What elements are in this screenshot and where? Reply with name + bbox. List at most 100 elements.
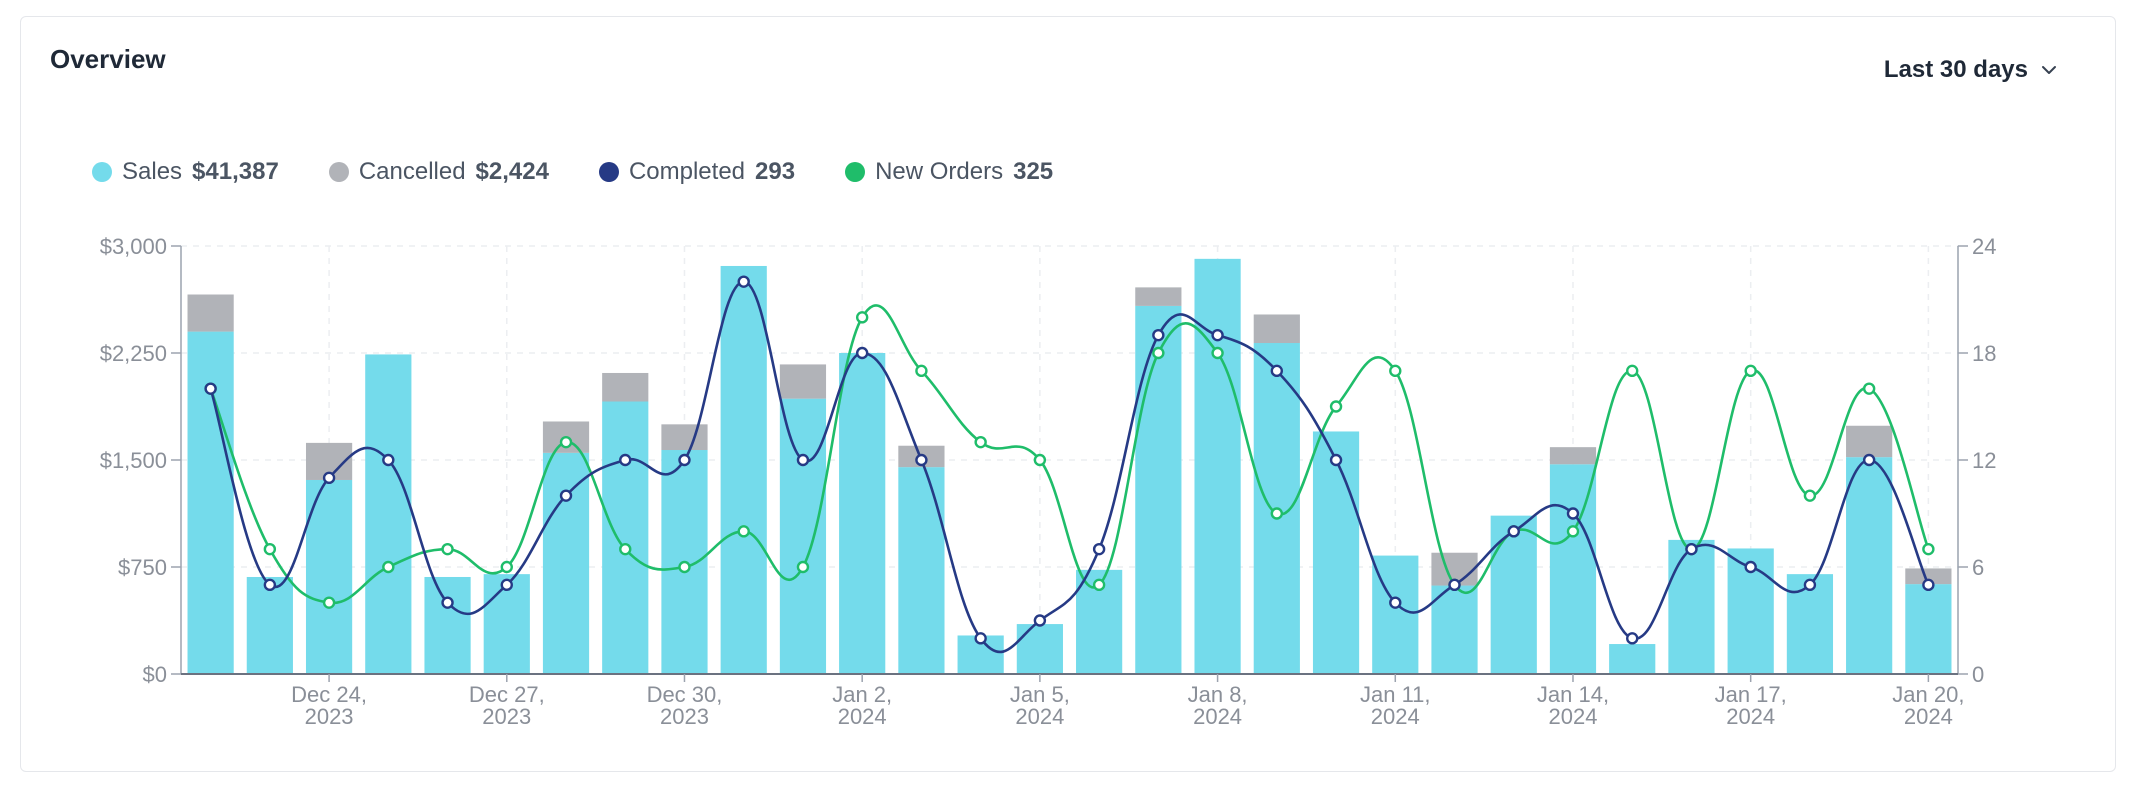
point-new-orders [441,542,454,556]
bar-sales [779,398,827,674]
point-new-orders [1329,400,1343,413]
y-tick-label-right: 24 [1972,234,1996,259]
bar-cancelled [1905,568,1952,585]
date-range-label: Last 30 days [1883,56,2028,83]
bar-cancelled [187,294,234,332]
x-tick-label-year: 2023 [660,704,709,729]
bar-cancelled [602,372,649,402]
chevron-down-icon [2042,66,2056,74]
y-tick-label-right: 18 [1972,341,1996,366]
bar-sales [1490,515,1537,674]
bar-sales [1135,305,1182,674]
point-new-orders [1033,453,1047,467]
x-tick-label: Jan 20, [1892,682,1964,707]
bar-sales [1016,624,1063,674]
x-tick-label: Jan 8, [1188,682,1248,707]
y-tick-label-left: $2,250 [100,341,167,366]
x-tick-label: Jan 5, [1010,682,1070,707]
bar-sales [1431,585,1478,674]
legend-dot-new-orders [845,162,866,182]
point-completed [1507,525,1520,538]
bar-sales [246,576,293,674]
x-tick-label-year: 2024 [1549,704,1598,729]
point-completed [1389,596,1402,609]
point-completed [1033,614,1047,627]
point-new-orders [500,560,513,574]
bar-sales [1905,584,1952,674]
point-completed [559,489,573,502]
point-new-orders [1389,364,1402,378]
bar-sales [424,576,471,674]
bar-sales [365,354,412,674]
x-tick-label-year: 2024 [1904,704,1953,729]
point-completed [1092,542,1106,556]
point-new-orders [974,435,987,449]
point-completed [974,632,987,645]
bar-sales [305,479,353,674]
point-new-orders [1270,507,1284,520]
legend-item-sales[interactable]: Sales $41,387 [92,158,279,186]
legend-label: Completed [628,158,746,185]
x-tick-label-year: 2023 [482,704,531,729]
x-tick-label-year: 2024 [1193,704,1242,729]
point-new-orders [559,435,573,449]
date-range-dropdown[interactable]: Last 30 days [1884,56,2058,84]
legend-label: New Orders [875,158,1004,185]
x-tick-label-year: 2023 [305,704,354,729]
bar-sales [1312,431,1360,674]
point-completed [1803,578,1817,592]
legend-item-cancelled[interactable]: Cancelled $2,424 [328,158,549,186]
point-new-orders [1862,382,1876,395]
x-tick-label: Dec 24, [291,682,367,707]
bar-cancelled [1253,314,1300,344]
bar-sales [839,353,886,674]
y-tick-label-right: 12 [1972,448,1996,473]
bar-sales [720,265,767,674]
legend-value: $41,387 [192,158,279,185]
bar-sales [602,401,649,674]
point-completed [737,275,750,288]
point-completed [1922,578,1935,592]
bar-sales [1668,539,1715,674]
y-tick-label-left: $3,000 [100,234,167,259]
point-completed [1862,453,1876,467]
x-tick-label-year: 2024 [1371,704,1420,729]
point-new-orders [322,596,336,609]
bar-cancelled [661,424,708,451]
point-new-orders [1152,346,1165,360]
bar-cancelled [779,364,827,399]
legend-item-new-orders[interactable]: New Orders 325 [845,158,1053,186]
x-tick-label-year: 2024 [1015,704,1064,729]
point-new-orders [1626,364,1639,378]
x-tick-label-year: 2024 [838,704,887,729]
point-completed [1270,364,1284,378]
point-completed [1566,507,1580,520]
y-tick-label-right: 6 [1972,555,1984,580]
point-completed [204,382,217,395]
bar-sales [1194,258,1241,674]
point-new-orders [796,560,810,574]
legend-label: Cancelled [358,158,466,185]
legend-value: $2,424 [475,158,549,185]
point-completed [619,453,632,467]
bar-cancelled [1135,287,1182,306]
page-title: Overview [50,44,166,74]
bar-sales [1549,464,1597,674]
bar-sales [542,452,590,674]
chart-legend: Sales $41,387 Cancelled $2,424 Completed… [92,158,1053,186]
point-new-orders [678,560,691,574]
point-completed [500,578,513,592]
x-tick-label-year: 2024 [1726,704,1775,729]
point-new-orders [737,525,750,538]
x-tick-label: Jan 11, [1360,682,1431,707]
bar-sales [898,467,945,674]
point-new-orders [1744,364,1757,378]
point-completed [855,346,869,360]
legend-label: Sales [122,158,183,185]
legend-value: 293 [755,158,796,185]
y-tick-label-left: $1,500 [100,448,167,473]
legend-item-completed[interactable]: Completed 293 [598,158,796,186]
legend-dot-sales [92,162,112,182]
point-completed [1329,453,1343,467]
